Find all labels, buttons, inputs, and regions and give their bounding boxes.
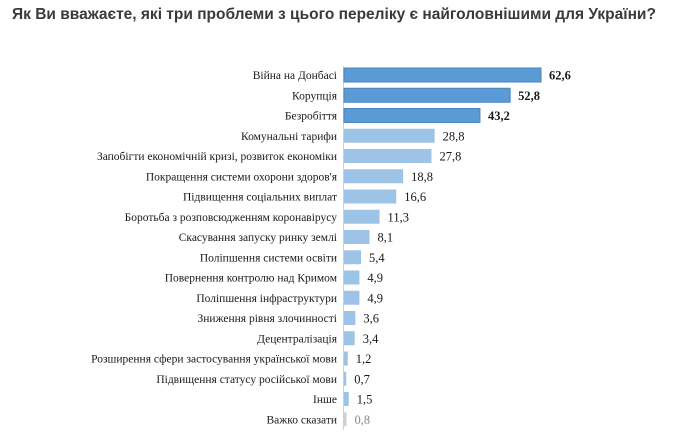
value-label: 18,8 — [411, 170, 433, 184]
value-label: 43,2 — [488, 109, 510, 123]
category-label: Запобігти економічній кризі, розвиток ек… — [97, 151, 337, 163]
bar — [343, 108, 481, 123]
category-label: Розширення сфери застосування українсько… — [91, 354, 337, 366]
category-label: Скасування запуску ринку землі — [179, 232, 337, 244]
category-label: Інше — [313, 394, 337, 406]
bar — [343, 87, 511, 103]
bar — [344, 128, 435, 143]
category-label: Корупція — [292, 90, 338, 102]
bar — [344, 149, 432, 163]
category-label: Важко сказати — [267, 414, 338, 426]
bar — [344, 270, 360, 285]
bar — [343, 67, 542, 83]
chart-title: Як Ви вважаєте, які три проблеми з цього… — [12, 6, 656, 23]
bar — [344, 392, 349, 406]
value-label: 4,9 — [367, 291, 383, 305]
category-label: Поліпшення інфраструктури — [196, 293, 337, 305]
value-label: 28,8 — [443, 129, 465, 143]
value-label: 1,5 — [357, 393, 373, 407]
category-label: Підвищення статусу російської мови — [156, 374, 337, 386]
bar — [344, 412, 347, 427]
bar — [344, 209, 380, 224]
value-label: 52,8 — [518, 89, 540, 103]
category-label: Зниження рівня злочинності — [198, 313, 337, 325]
bar — [344, 371, 347, 386]
value-label: 0,8 — [355, 413, 371, 427]
value-label: 16,6 — [404, 190, 426, 204]
category-label: Комунальні тарифи — [241, 131, 337, 143]
value-label: 4,9 — [367, 271, 383, 285]
bar — [344, 230, 370, 244]
category-label: Боротьба з розповсюдженням коронавірусу — [125, 212, 338, 224]
category-label: Поліпшення системи освіти — [200, 252, 337, 264]
value-label: 27,8 — [439, 150, 461, 164]
bar — [344, 169, 404, 184]
value-label: 8,1 — [377, 231, 393, 245]
bar — [344, 189, 397, 204]
category-label: Повернення контролю над Кримом — [165, 273, 338, 285]
category-label: Децентралізація — [257, 333, 338, 345]
value-label: 11,3 — [388, 210, 409, 224]
value-label: 0,7 — [354, 372, 370, 386]
value-label: 62,6 — [549, 69, 571, 83]
category-label: Підвищення соціальних виплат — [183, 192, 337, 204]
bar — [344, 311, 356, 325]
category-label: Покращення системи охорони здоров'я — [146, 171, 338, 183]
bar — [344, 331, 355, 346]
bar — [344, 351, 348, 366]
bar — [344, 290, 360, 305]
value-label: 3,4 — [363, 332, 379, 346]
value-label: 5,4 — [369, 251, 385, 265]
bar — [344, 250, 361, 265]
category-label: Безробіття — [285, 111, 338, 123]
value-label: 1,2 — [356, 352, 372, 366]
category-label: Війна на Донбасі — [253, 70, 337, 82]
value-label: 3,6 — [363, 312, 379, 326]
